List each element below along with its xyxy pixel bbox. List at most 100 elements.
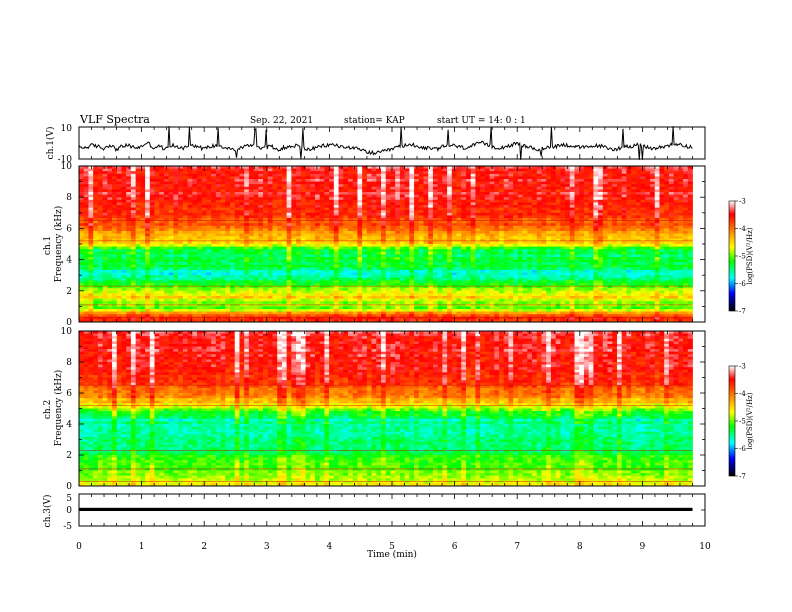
spectrogram-cell <box>343 184 349 188</box>
spectrogram-cell <box>154 207 160 211</box>
spectrogram-cell <box>489 181 495 185</box>
spectrogram-cell <box>347 202 354 206</box>
spectrogram-cell <box>135 210 141 214</box>
spectrogram-cell <box>319 184 325 188</box>
spectrogram-cell <box>541 168 547 172</box>
spectrogram-cell <box>532 202 538 206</box>
spectrogram-cell <box>678 257 684 260</box>
spectrogram-cell <box>626 179 632 182</box>
spectrogram-cell <box>626 199 632 203</box>
spectrogram-cell <box>352 218 358 221</box>
spectrogram-cell <box>319 192 325 195</box>
spectrogram-cell <box>555 181 561 185</box>
spectrogram-cell <box>489 251 495 255</box>
spectrogram-cell <box>399 228 406 232</box>
spectrogram-cell <box>97 218 103 221</box>
spectrogram-cell <box>112 210 118 214</box>
spectrogram-cell <box>272 197 278 201</box>
spectrogram-cell <box>102 215 108 219</box>
spectrogram-cell <box>621 257 627 260</box>
spectrogram-cell <box>612 233 618 237</box>
spectrogram-cell <box>310 171 316 175</box>
spectrogram-cell <box>489 231 495 234</box>
spectrogram-cell <box>683 233 689 237</box>
spectrogram-cell <box>418 205 424 208</box>
spectrogram-cell <box>286 197 292 201</box>
spectrogram-cell <box>239 189 245 193</box>
spectrogram-cell <box>258 254 264 258</box>
spectrogram-cell <box>121 205 127 208</box>
spectrogram-cell <box>465 231 472 234</box>
spectrogram-cell <box>546 228 552 232</box>
spectrogram-cell <box>513 186 519 190</box>
spectrogram-cell <box>187 194 193 198</box>
spectrogram-cell <box>286 251 292 255</box>
spectrogram-cell <box>333 259 339 263</box>
spectrogram-cell <box>281 246 288 250</box>
spectrogram-cell <box>668 210 674 214</box>
spectrogram-cell <box>352 249 358 253</box>
spectrogram-cell <box>550 238 557 242</box>
spectrogram-cell <box>102 186 108 190</box>
spectrogram-cell <box>126 210 132 214</box>
spectrogram-cell <box>291 171 297 175</box>
spectrogram-cell <box>635 215 641 219</box>
spectrogram-cell <box>291 207 297 211</box>
spectrogram-cell <box>97 199 103 203</box>
spectrogram-cell <box>366 166 372 169</box>
spectrogram-cell <box>541 236 547 240</box>
spectrogram-cell <box>626 192 632 195</box>
spectrogram-cell <box>517 205 523 208</box>
spectrogram-cell <box>673 205 679 208</box>
spectrogram-cell <box>362 205 368 208</box>
spectrogram-cell <box>324 215 330 219</box>
spectrogram-cell <box>244 218 250 221</box>
spectrogram-cell <box>598 228 604 232</box>
spectrogram-cell <box>437 251 443 255</box>
station-label: station= KAP <box>344 116 405 126</box>
spectrogram-cell <box>296 231 302 234</box>
spectrogram-cell <box>640 171 646 175</box>
spectrogram-cell <box>338 233 344 237</box>
spectrogram-cell <box>116 241 122 245</box>
spectrogram-cell <box>602 241 608 245</box>
spectrogram-cell <box>527 205 533 208</box>
spectrogram-cell <box>310 202 316 206</box>
spectrogram-cell <box>536 233 542 237</box>
spectrogram-cell <box>602 179 608 182</box>
spectrogram-cell <box>631 212 637 216</box>
spectrogram-cell <box>437 171 443 175</box>
spectrogram-cell <box>371 197 377 201</box>
spectrogram-cell <box>414 236 420 240</box>
spectrogram-cell <box>305 262 311 266</box>
spectrogram-cell <box>593 218 599 221</box>
spectrogram-cell <box>112 181 118 185</box>
spectrogram-cell <box>159 202 165 206</box>
spectrogram-cell <box>470 215 476 219</box>
spectrogram-cell <box>513 220 519 224</box>
spectrogram-cell <box>442 225 448 229</box>
spectrogram-cell <box>428 215 434 219</box>
spectrogram-cell <box>480 241 486 245</box>
spectrogram-cell <box>437 228 443 232</box>
spectrogram-cell <box>206 168 212 172</box>
spectrogram-cell <box>621 192 627 195</box>
spectrogram-cell <box>593 199 599 203</box>
spectrogram-cell <box>583 197 590 201</box>
spectrogram-cell <box>588 205 594 208</box>
spectrogram-cell <box>329 166 335 169</box>
spectrogram-cell <box>527 197 533 201</box>
spectrogram-cell <box>79 202 85 206</box>
spectrogram-cell <box>220 210 226 214</box>
spectrogram-cell <box>513 231 519 234</box>
spectrogram-cell <box>395 236 401 240</box>
spectrogram-cell <box>121 192 127 195</box>
spectrogram-cell <box>418 186 424 190</box>
spectrogram-cell <box>215 257 221 260</box>
spectrogram-cell <box>366 231 372 234</box>
spectrogram-cell <box>362 215 368 219</box>
spectrogram-cell <box>149 262 155 266</box>
spectrogram-cell <box>333 207 339 211</box>
spectrogram-cell <box>569 228 575 232</box>
spectrogram-cell <box>314 218 321 221</box>
